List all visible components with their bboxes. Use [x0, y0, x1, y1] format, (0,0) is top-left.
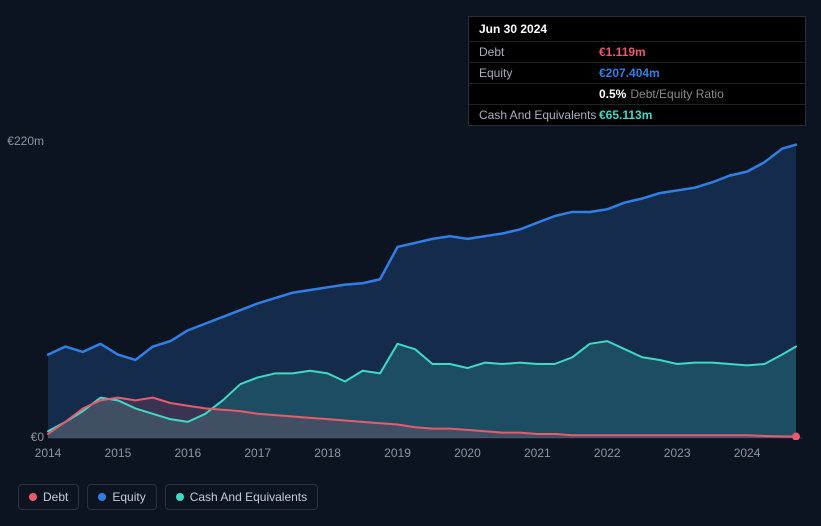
- chart-legend: Debt Equity Cash And Equivalents: [18, 484, 318, 510]
- x-axis-tick-label: 2024: [734, 446, 761, 460]
- tooltip-row-label: [479, 87, 599, 101]
- tooltip-row: Debt€1.119m: [469, 42, 805, 63]
- tooltip-row-value: €65.113m: [599, 108, 652, 122]
- legend-item-equity[interactable]: Equity: [87, 484, 156, 510]
- legend-dot-icon: [29, 493, 37, 501]
- x-axis-tick-label: 2015: [105, 446, 132, 460]
- x-axis-tick-label: 2018: [314, 446, 341, 460]
- tooltip-row-label: Cash And Equivalents: [479, 108, 599, 122]
- tooltip-row-value: €1.119m: [599, 45, 646, 59]
- legend-dot-icon: [176, 493, 184, 501]
- tooltip-row-value: €207.404m: [599, 66, 660, 80]
- legend-dot-icon: [98, 493, 106, 501]
- x-axis-tick-label: 2016: [174, 446, 201, 460]
- tooltip-row: Equity€207.404m: [469, 63, 805, 84]
- chart-container: Jun 30 2024 Debt€1.119mEquity€207.404m0.…: [0, 0, 821, 526]
- legend-item-label: Equity: [112, 490, 145, 504]
- x-axis-tick-label: 2023: [664, 446, 691, 460]
- x-axis-tick-label: 2021: [524, 446, 551, 460]
- tooltip-row-label: Debt: [479, 45, 599, 59]
- x-axis-tick-label: 2019: [384, 446, 411, 460]
- legend-item-debt[interactable]: Debt: [18, 484, 79, 510]
- tooltip-row: 0.5%Debt/Equity Ratio: [469, 84, 805, 105]
- legend-item-cash-and-equivalents[interactable]: Cash And Equivalents: [165, 484, 318, 510]
- x-axis-tick-label: 2020: [454, 446, 481, 460]
- x-axis-tick-label: 2022: [594, 446, 621, 460]
- tooltip-row-label: Equity: [479, 66, 599, 80]
- tooltip-row-suffix: Debt/Equity Ratio: [630, 87, 723, 101]
- chart-tooltip: Jun 30 2024 Debt€1.119mEquity€207.404m0.…: [468, 16, 806, 126]
- tooltip-date: Jun 30 2024: [469, 17, 805, 42]
- x-axis-tick-label: 2017: [244, 446, 271, 460]
- legend-item-label: Cash And Equivalents: [190, 490, 307, 504]
- tooltip-row-value: 0.5%Debt/Equity Ratio: [599, 87, 724, 101]
- tooltip-row: Cash And Equivalents€65.113m: [469, 105, 805, 125]
- legend-item-label: Debt: [43, 490, 68, 504]
- x-axis-tick-label: 2014: [35, 446, 62, 460]
